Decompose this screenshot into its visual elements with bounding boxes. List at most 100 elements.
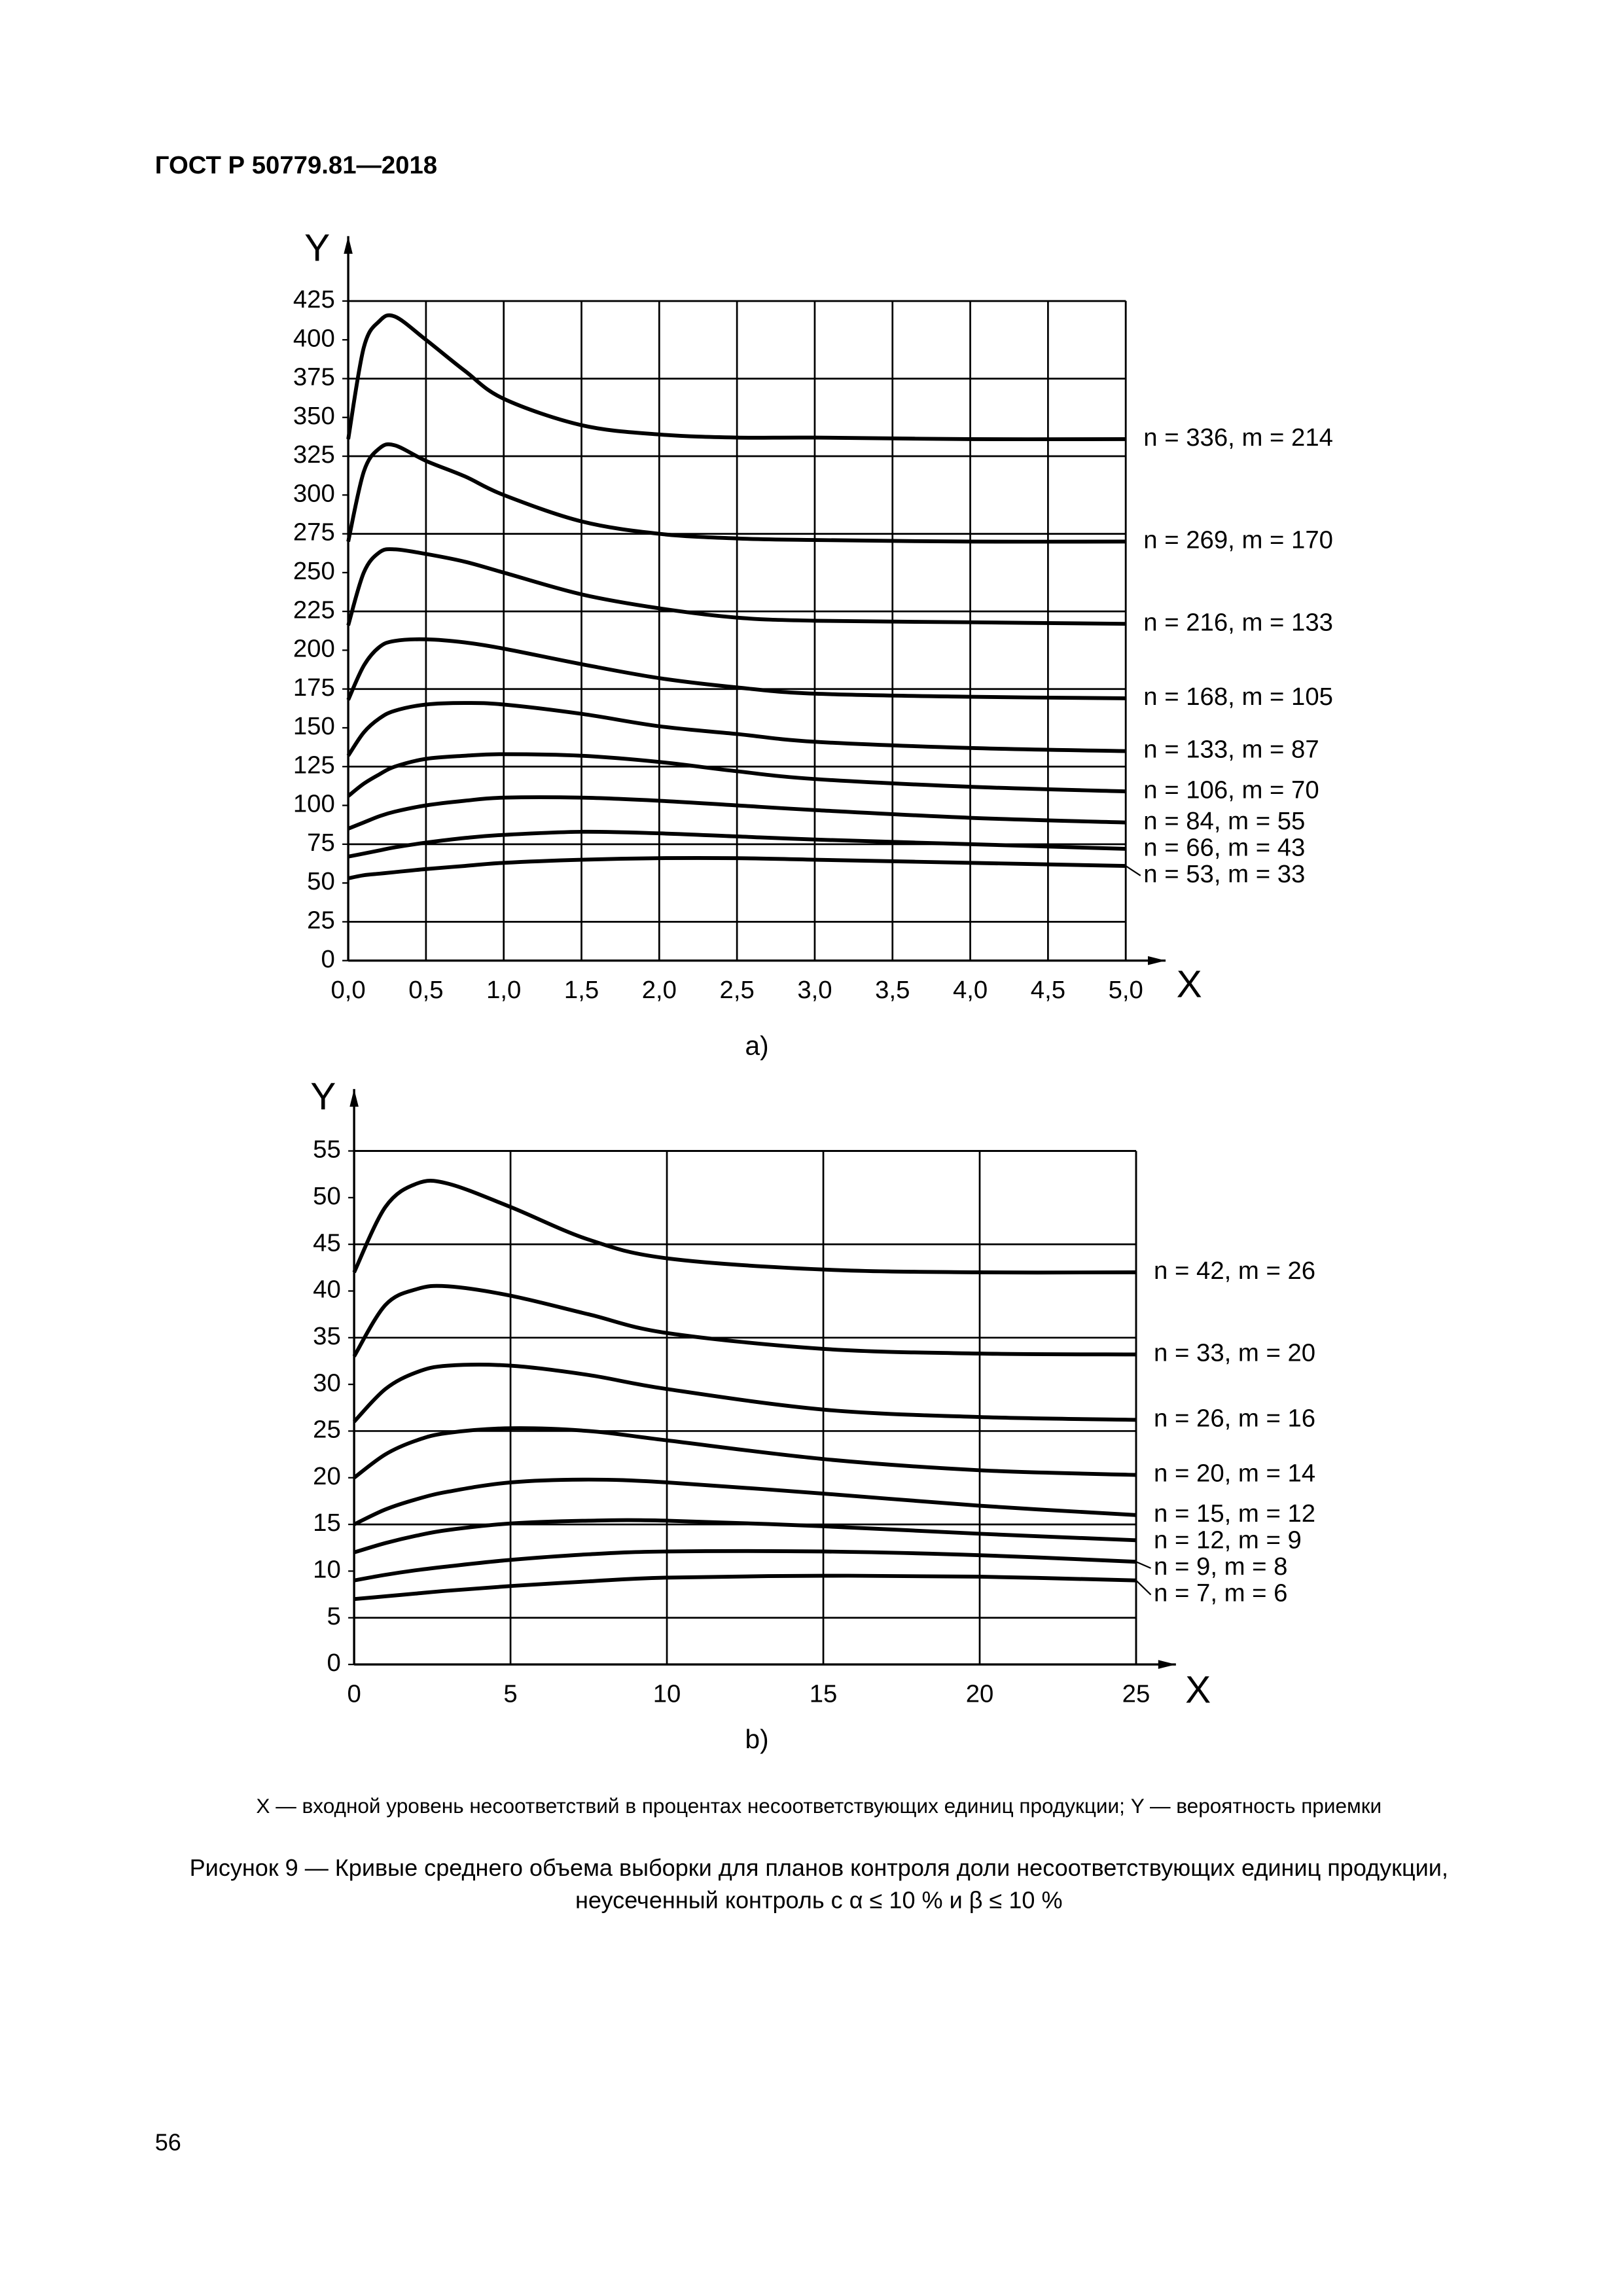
x-arrow bbox=[1158, 1660, 1176, 1669]
x-tick-label: 1,0 bbox=[486, 976, 521, 1004]
y-tick-label: 325 bbox=[293, 440, 335, 469]
y-tick-label: 425 bbox=[293, 285, 335, 314]
y-tick-label: 125 bbox=[293, 751, 335, 779]
series-label: n = 216, m = 133 bbox=[1143, 608, 1333, 636]
curve bbox=[346, 313, 1126, 442]
curve bbox=[353, 1518, 1137, 1554]
y-tick-label: 10 bbox=[313, 1556, 341, 1584]
curve bbox=[348, 855, 1126, 880]
y-arrow bbox=[344, 236, 353, 254]
curve bbox=[348, 795, 1126, 831]
curve bbox=[347, 752, 1126, 798]
y-tick-label: 20 bbox=[313, 1462, 341, 1490]
y-tick-label: 55 bbox=[313, 1136, 341, 1164]
y-tick-label: 5 bbox=[327, 1602, 341, 1630]
x-tick-label: 4,5 bbox=[1031, 976, 1065, 1004]
series-label: n = 106, m = 70 bbox=[1143, 776, 1319, 804]
curve bbox=[348, 829, 1126, 859]
header-title: ГОСТ Р 50779.81—2018 bbox=[155, 151, 437, 179]
curve bbox=[346, 547, 1126, 626]
chart-label: b) bbox=[745, 1724, 769, 1754]
series-label: n = 269, m = 170 bbox=[1143, 526, 1333, 554]
y-tick-label: 250 bbox=[293, 557, 335, 585]
x-tick-label: 0,0 bbox=[330, 976, 365, 1004]
x-tick-label: 3,0 bbox=[797, 976, 832, 1004]
y-tick-label: 75 bbox=[307, 829, 335, 857]
x-tick-label: 10 bbox=[653, 1680, 681, 1708]
series-label: n = 26, m = 16 bbox=[1154, 1404, 1315, 1432]
leader-line bbox=[1125, 865, 1141, 876]
x-tick-label: 2,0 bbox=[642, 976, 677, 1004]
y-axis-title: Y bbox=[310, 1075, 336, 1118]
curve bbox=[346, 701, 1126, 757]
series-label: n = 33, m = 20 bbox=[1154, 1339, 1315, 1367]
curve bbox=[352, 1179, 1136, 1275]
series-label: n = 12, m = 9 bbox=[1154, 1526, 1302, 1554]
leader-line bbox=[1135, 1561, 1151, 1570]
series-label: n = 168, m = 105 bbox=[1143, 683, 1333, 711]
x-axis-title: X bbox=[1177, 963, 1202, 1006]
y-tick-label: 200 bbox=[293, 635, 335, 663]
x-tick-label: 2,5 bbox=[720, 976, 755, 1004]
y-tick-label: 375 bbox=[293, 363, 335, 391]
caption-line: неусеченный контроль с α ≤ 10 % и β ≤ 10… bbox=[575, 1887, 1063, 1914]
y-tick-label: 300 bbox=[293, 479, 335, 507]
y-tick-label: 400 bbox=[293, 324, 335, 352]
y-tick-label: 0 bbox=[327, 1649, 341, 1677]
y-tick-label: 0 bbox=[321, 945, 334, 973]
x-axis-title: X bbox=[1185, 1668, 1211, 1711]
y-tick-label: 350 bbox=[293, 402, 335, 430]
x-arrow bbox=[1148, 956, 1166, 965]
leader-line bbox=[1135, 1579, 1152, 1596]
series-label: n = 53, m = 33 bbox=[1143, 860, 1305, 888]
x-tick-label: 5 bbox=[503, 1680, 517, 1708]
curve bbox=[353, 1477, 1137, 1526]
x-tick-label: 0,5 bbox=[408, 976, 443, 1004]
x-tick-label: 1,5 bbox=[564, 976, 599, 1004]
series-label: n = 9, m = 8 bbox=[1154, 1552, 1287, 1581]
series-label: n = 133, m = 87 bbox=[1143, 736, 1319, 764]
curve bbox=[352, 1283, 1137, 1357]
legend-note: X — входной уровень несоответствий в про… bbox=[256, 1794, 1382, 1818]
curve bbox=[346, 442, 1126, 544]
y-arrow bbox=[349, 1088, 359, 1107]
y-tick-label: 45 bbox=[313, 1229, 341, 1257]
series-label: n = 15, m = 12 bbox=[1154, 1499, 1315, 1528]
y-tick-label: 225 bbox=[293, 596, 335, 624]
page-number: 56 bbox=[155, 2128, 181, 2155]
x-tick-label: 15 bbox=[810, 1680, 838, 1708]
series-label: n = 84, m = 55 bbox=[1143, 807, 1305, 835]
y-tick-label: 40 bbox=[313, 1276, 341, 1304]
y-tick-label: 275 bbox=[293, 518, 335, 547]
curve bbox=[353, 1549, 1137, 1583]
y-tick-label: 25 bbox=[313, 1416, 341, 1444]
series-label: n = 42, m = 26 bbox=[1154, 1257, 1315, 1285]
x-tick-label: 3,5 bbox=[875, 976, 910, 1004]
series-label: n = 336, m = 214 bbox=[1143, 423, 1333, 452]
y-tick-label: 50 bbox=[313, 1182, 341, 1210]
series-label: n = 7, m = 6 bbox=[1154, 1579, 1287, 1607]
y-tick-label: 30 bbox=[313, 1369, 341, 1397]
y-tick-label: 15 bbox=[313, 1509, 341, 1537]
y-axis-title: Y bbox=[304, 227, 330, 270]
caption-line: Рисунок 9 — Кривые среднего объема выбор… bbox=[190, 1854, 1448, 1881]
y-tick-label: 175 bbox=[293, 673, 335, 702]
x-tick-label: 0 bbox=[347, 1680, 361, 1708]
series-label: n = 20, m = 14 bbox=[1154, 1460, 1315, 1488]
series-label: n = 66, m = 43 bbox=[1143, 833, 1305, 861]
x-tick-label: 25 bbox=[1122, 1680, 1150, 1708]
x-tick-label: 4,0 bbox=[953, 976, 988, 1004]
curve bbox=[346, 637, 1126, 701]
x-tick-label: 20 bbox=[966, 1680, 994, 1708]
curve bbox=[353, 1573, 1137, 1602]
y-tick-label: 150 bbox=[293, 712, 335, 740]
chart-label: a) bbox=[745, 1030, 769, 1060]
curve bbox=[353, 1426, 1137, 1480]
x-tick-label: 5,0 bbox=[1109, 976, 1143, 1004]
y-tick-label: 35 bbox=[313, 1322, 341, 1350]
y-tick-label: 100 bbox=[293, 790, 335, 818]
y-tick-label: 25 bbox=[307, 906, 335, 935]
y-tick-label: 50 bbox=[307, 867, 335, 895]
